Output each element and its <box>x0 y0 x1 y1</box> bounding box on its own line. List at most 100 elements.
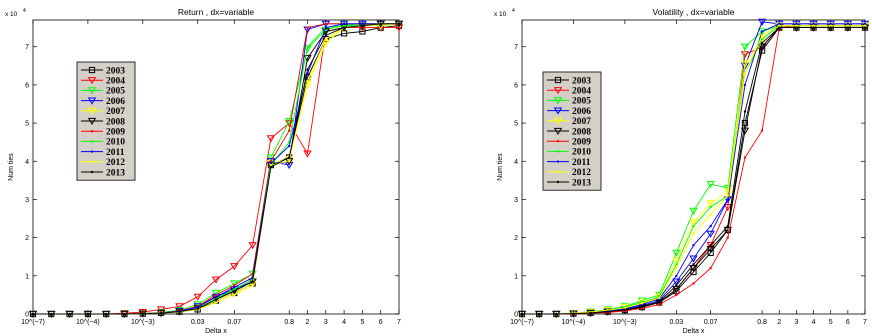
data-point <box>689 255 698 263</box>
data-point <box>394 24 404 32</box>
data-point <box>269 163 273 167</box>
data-point <box>123 312 126 316</box>
legend-swatch-marker <box>556 140 560 143</box>
data-point <box>743 156 747 159</box>
legend-entry-label: 2013 <box>572 178 591 188</box>
data-point <box>104 312 108 316</box>
data-point <box>707 249 714 257</box>
series-2013 <box>31 22 401 316</box>
legend-swatch-marker <box>556 150 560 153</box>
y-tick-label: 5 <box>25 121 29 128</box>
data-point <box>692 224 695 228</box>
data-point <box>361 24 364 27</box>
legend-entry-label: 2007 <box>106 107 125 117</box>
data-point <box>846 26 850 29</box>
legend-entry-label: 2005 <box>106 87 125 97</box>
data-point <box>829 22 832 26</box>
data-point <box>193 301 202 309</box>
data-point <box>812 24 815 27</box>
data-point <box>706 200 715 208</box>
data-point <box>230 263 239 271</box>
data-point <box>50 312 53 316</box>
legend-swatch-marker <box>88 66 96 74</box>
legend-swatch-marker <box>87 77 97 85</box>
y-tick-label: 2 <box>514 235 518 242</box>
legend-entry-label: 2009 <box>106 128 125 138</box>
data-point <box>709 205 712 209</box>
data-point <box>692 263 695 266</box>
data-point <box>795 26 798 29</box>
x-tick-label: 10^(−4) <box>562 319 586 326</box>
data-point <box>288 156 291 159</box>
data-point <box>672 278 681 286</box>
data-point <box>740 60 750 68</box>
legend-swatch-marker <box>553 107 563 115</box>
data-point <box>306 79 309 83</box>
y-tick-label: 3 <box>514 197 518 204</box>
data-point <box>709 244 712 247</box>
legend-swatch-marker <box>90 150 94 153</box>
data-point <box>141 312 145 315</box>
y-axis-label: Num ties <box>8 153 15 181</box>
x-tick-label: 3 <box>794 319 798 326</box>
data-point <box>760 129 764 132</box>
data-point <box>675 284 678 287</box>
y-tick-label: 4 <box>514 159 518 166</box>
data-point <box>778 22 781 26</box>
legend-swatch-marker <box>553 97 563 105</box>
data-point <box>68 312 71 316</box>
x-tick-label: 10^(−3) <box>131 319 155 326</box>
x-tick-label: 0.8 <box>757 319 767 326</box>
x-tick-label: 5 <box>829 319 833 326</box>
x-tick-label: 10^(−4) <box>76 319 100 326</box>
data-point <box>86 312 90 316</box>
x-tick-label: 0.03 <box>670 319 684 326</box>
data-point <box>342 24 346 27</box>
data-point <box>795 22 798 26</box>
legend-entry-label: 2012 <box>106 158 125 168</box>
data-point <box>689 207 698 215</box>
y-axis-label: Num ties <box>497 153 504 181</box>
data-point <box>657 300 661 303</box>
x-tick-label: 6 <box>379 319 383 326</box>
x-tick-label: 2 <box>306 319 310 326</box>
data-point <box>726 198 729 201</box>
data-point <box>757 28 767 36</box>
x-tick-label: 4 <box>812 319 816 326</box>
data-point <box>672 249 681 257</box>
legend-entry-label: 2003 <box>572 76 591 86</box>
data-point <box>623 308 627 311</box>
data-point <box>324 22 327 26</box>
legend-swatch-marker <box>87 87 97 95</box>
data-point <box>251 284 254 287</box>
data-point <box>740 127 750 135</box>
data-point <box>657 296 661 300</box>
x-axis-label: Delta x <box>205 328 227 335</box>
data-point <box>303 150 312 158</box>
chart-title: Return , dx=variable <box>178 7 255 17</box>
data-point <box>757 18 767 26</box>
data-point <box>726 224 729 228</box>
data-point <box>675 266 678 270</box>
data-point <box>689 265 698 273</box>
chart-panel-2: Volatility , dx=variable x 10 4 0 1 2 3 4 5 6 7 10^… <box>494 7 870 335</box>
legend-swatch-marker <box>556 160 560 163</box>
data-point <box>723 203 732 212</box>
data-point <box>230 280 239 288</box>
data-point <box>740 43 750 51</box>
data-point <box>214 295 218 299</box>
legend-entry-label: 2008 <box>106 117 125 127</box>
data-point <box>159 312 163 315</box>
data-point <box>795 24 798 27</box>
data-point <box>306 45 309 48</box>
data-point <box>537 312 541 316</box>
legend-swatch-marker <box>90 130 94 133</box>
data-point <box>812 22 815 26</box>
series-2013 <box>520 26 867 316</box>
data-point <box>303 55 312 63</box>
legend-entry-label: 2011 <box>106 148 125 158</box>
data-point <box>760 34 764 37</box>
legend-entry-label: 2012 <box>572 168 591 178</box>
data-point <box>251 280 254 283</box>
data-point <box>726 236 729 239</box>
